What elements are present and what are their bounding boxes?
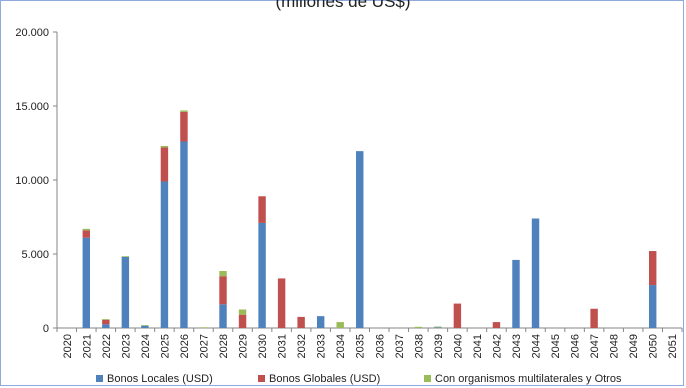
y-tick-label: 15.000 xyxy=(15,101,49,113)
x-tick-label: 2051 xyxy=(667,334,679,358)
x-tick-label: 2037 xyxy=(394,334,406,358)
x-tick-label: 2032 xyxy=(296,334,308,358)
legend-swatch xyxy=(424,375,431,382)
x-tick-label: 2043 xyxy=(511,334,523,358)
bar-segment xyxy=(590,308,598,328)
x-tick-label: 2048 xyxy=(609,334,621,358)
bar-segment xyxy=(121,256,130,328)
chart-title: (millones de US$) xyxy=(275,0,411,11)
legend-label: Bonos Globales (USD) xyxy=(269,373,380,385)
x-tick-label: 2038 xyxy=(413,334,425,358)
bar-segment xyxy=(531,218,540,328)
x-tick-label: 2039 xyxy=(433,334,445,358)
bar-segment xyxy=(238,309,247,315)
x-tick-label: 2045 xyxy=(550,334,562,358)
x-tick-label: 2046 xyxy=(570,334,582,358)
bar-segment xyxy=(434,327,442,329)
x-tick-label: 2023 xyxy=(120,334,132,358)
bar-segment xyxy=(512,259,520,328)
x-tick-label: 2031 xyxy=(277,334,289,358)
bar-segment xyxy=(82,230,91,238)
bar-segment xyxy=(180,110,188,112)
bar-segment xyxy=(160,145,169,148)
bar-segment xyxy=(141,325,149,328)
bar-segment xyxy=(160,147,169,182)
x-tick-label: 2041 xyxy=(472,334,484,358)
x-tick-label: 2036 xyxy=(374,334,386,358)
bar-segment xyxy=(102,319,110,320)
x-tick-label: 2024 xyxy=(140,334,152,358)
y-tick-label: 0 xyxy=(43,323,49,335)
bar-segment xyxy=(102,319,110,325)
bar-segment xyxy=(219,304,227,328)
legend-label: Bonos Locales (USD) xyxy=(107,373,213,385)
y-tick-label: 20.000 xyxy=(15,27,49,39)
legend-label: Con organismos multilaterales y Otros xyxy=(435,373,622,385)
bar-segment xyxy=(648,285,657,328)
x-tick-label: 2028 xyxy=(218,334,230,358)
x-tick-label: 2022 xyxy=(101,334,113,358)
bar-segment xyxy=(434,326,442,328)
bar-segment xyxy=(160,181,169,328)
x-tick-label: 2034 xyxy=(335,334,347,358)
legend-swatch xyxy=(96,375,103,382)
bar-segment xyxy=(277,278,286,328)
x-tick-label: 2033 xyxy=(316,334,328,358)
bar-segment xyxy=(258,222,266,328)
bar-segment xyxy=(219,276,227,305)
bar-segment xyxy=(121,256,130,258)
x-tick-label: 2030 xyxy=(257,334,269,358)
x-tick-label: 2044 xyxy=(531,334,543,358)
bar-segment xyxy=(141,325,149,326)
bar-segment xyxy=(492,322,501,328)
bar-segment xyxy=(453,303,462,328)
bar-segment xyxy=(258,196,266,223)
bar-segment xyxy=(180,111,188,142)
bar-segment xyxy=(199,327,208,329)
x-tick-label: 2029 xyxy=(238,334,250,358)
x-tick-label: 2035 xyxy=(355,334,367,358)
x-tick-label: 2025 xyxy=(159,334,171,358)
bar-segment xyxy=(102,324,110,328)
bar-segment xyxy=(219,271,227,277)
x-tick-label: 2020 xyxy=(62,334,74,358)
legend-swatch xyxy=(258,375,265,382)
x-tick-label: 2050 xyxy=(648,334,660,358)
bar-segment xyxy=(414,326,423,328)
y-tick-label: 10.000 xyxy=(15,175,49,187)
bar-segment xyxy=(297,316,305,328)
bar-segment xyxy=(82,228,91,231)
bar-segment xyxy=(356,151,364,328)
x-tick-label: 2040 xyxy=(452,334,464,358)
bar-segment xyxy=(648,251,657,286)
x-tick-label: 2049 xyxy=(628,334,640,358)
bar-segment xyxy=(238,314,247,328)
x-tick-label: 2047 xyxy=(589,334,601,358)
bar-segment xyxy=(336,322,344,328)
y-tick-label: 5.000 xyxy=(21,249,49,261)
bar-segment xyxy=(316,316,325,328)
x-tick-label: 2026 xyxy=(179,334,191,358)
x-tick-label: 2042 xyxy=(491,334,503,358)
bar-segment xyxy=(82,237,91,328)
x-tick-label: 2027 xyxy=(198,334,210,358)
bar-segment xyxy=(180,141,188,328)
x-tick-label: 2021 xyxy=(81,334,93,358)
